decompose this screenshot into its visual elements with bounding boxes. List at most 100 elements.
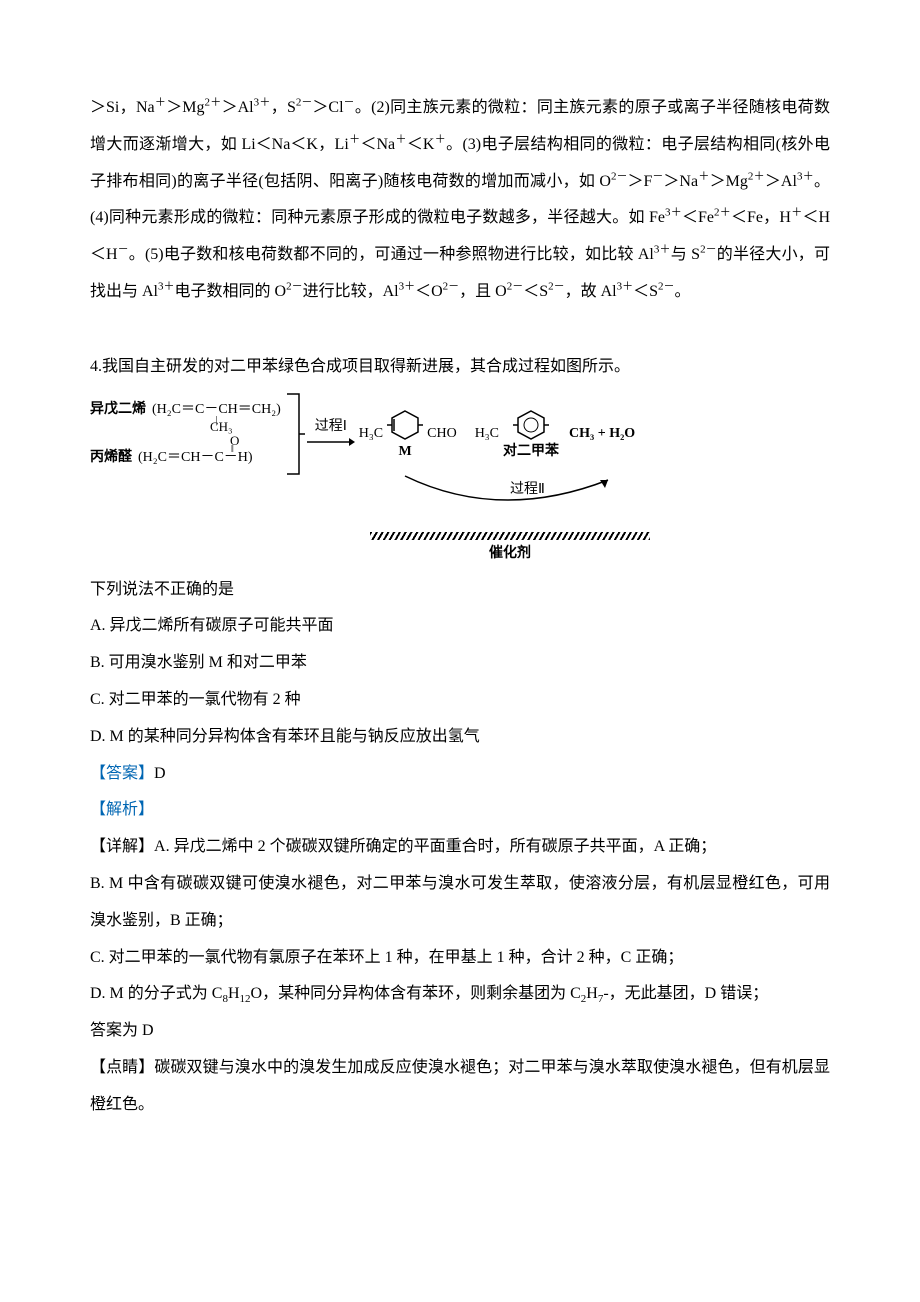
intermediate-m: H₃C M CHO <box>359 408 457 459</box>
option-c: C. 对二甲苯的一氯代物有 2 种 <box>90 682 830 719</box>
reactant-acrolein: 丙烯醛 O ‖ (H₂C＝CH－C－H) <box>90 450 281 465</box>
t25: 3＋ <box>797 170 814 182</box>
t54: 。 <box>675 283 691 300</box>
answer-value: D <box>154 765 166 782</box>
t47: 2－ <box>507 281 524 293</box>
catalyst-block: 催化剂 <box>350 532 670 562</box>
t21: ＋ <box>698 170 710 182</box>
t43: 3＋ <box>399 281 416 293</box>
process-1: 过程Ⅰ <box>307 419 355 448</box>
dd4: O，某种同分异构体含有苯环，则剩余基团为 C <box>251 985 581 1002</box>
detail-final: 答案为 D <box>90 1013 830 1050</box>
detail-b: B. M 中含有碳碳双键可使溴水褪色，对二甲苯与溴水可发生萃取，使溶液分层，有机… <box>90 866 830 940</box>
t14: ＜K <box>407 136 435 153</box>
benzene-ring-icon <box>513 408 549 442</box>
t49: 2－ <box>548 281 565 293</box>
reactants-column: 异戊二烯 (H₂C＝C－CH＝CH₂) | CH₃ 丙烯醛 O ‖ (H₂C＝C… <box>90 402 281 465</box>
analysis-label: 【解析】 <box>90 792 830 829</box>
m-left-group: H₃C <box>359 426 383 441</box>
t53: 2－ <box>658 281 675 293</box>
acrolein-name: 丙烯醛 <box>90 450 132 465</box>
t52: ＜S <box>633 283 658 300</box>
t41: 2－ <box>286 281 303 293</box>
t36: 与 S <box>671 246 700 263</box>
t5: 3＋ <box>254 97 271 109</box>
m-label: M <box>399 444 412 459</box>
t0: ＞Si，Na <box>90 99 155 116</box>
hint-text: 碳碳双键与溴水中的溴发生加成反应使溴水褪色；对二甲苯与溴水萃取使溴水褪色，但有机… <box>90 1059 830 1113</box>
t46: ，且 O <box>459 283 507 300</box>
catalyst-label: 催化剂 <box>350 542 670 562</box>
t42: 进行比较，Al <box>303 283 399 300</box>
synthesis-diagram: 异戊二烯 (H₂C＝C－CH＝CH₂) | CH₃ 丙烯醛 O ‖ (H₂C＝C… <box>90 392 830 562</box>
process-2-label: 过程Ⅱ <box>510 478 545 498</box>
t39: 3＋ <box>158 281 175 293</box>
t7: 2－ <box>296 97 313 109</box>
t34: 。(5)电子数和核电荷数都不同的，可通过一种参照物进行比较，如比较 Al <box>129 246 654 263</box>
arrow-icon <box>307 436 355 448</box>
process-2-arc: 过程Ⅱ <box>350 474 670 530</box>
detail-a: 【详解】A. 异戊二烯中 2 个碳碳双键所确定的平面重合时，所有碳原子共平面，A… <box>90 829 830 866</box>
detail-label: 【详解】 <box>90 838 154 855</box>
bracket-icon <box>285 392 305 476</box>
t13: ＋ <box>395 133 407 145</box>
t6: ，S <box>271 99 296 116</box>
t20: ＞Na <box>663 173 698 190</box>
dd3: 12 <box>240 994 251 1006</box>
section-gap <box>90 311 830 349</box>
dd6: H <box>586 985 598 1002</box>
t31: ＋ <box>791 207 802 219</box>
question-text: 我国自主研发的对二甲苯绿色合成项目取得新进展，其合成过程如图所示。 <box>102 358 630 375</box>
t17: 2－ <box>611 170 628 182</box>
t12: ＜Na <box>360 136 395 153</box>
option-a: A. 异戊二烯所有碳原子可能共平面 <box>90 608 830 645</box>
dd8: -，无此基团，D 错误； <box>603 985 768 1002</box>
t28: ＜Fe <box>682 209 714 226</box>
t18: ＞F <box>627 173 652 190</box>
t45: 2－ <box>443 281 460 293</box>
t3: 2＋ <box>204 97 221 109</box>
t9: － <box>344 97 355 109</box>
t48: ＜S <box>523 283 548 300</box>
question-number: 4. <box>90 358 102 375</box>
t30: ＜Fe，H <box>731 209 791 226</box>
option-b: B. 可用溴水鉴别 M 和对二甲苯 <box>90 645 830 682</box>
question-prompt: 下列说法不正确的是 <box>90 572 830 609</box>
hint-label: 【点睛】 <box>90 1059 154 1076</box>
reactant-isoprene: 异戊二烯 (H₂C＝C－CH＝CH₂) | CH₃ <box>90 402 281 423</box>
t27: 3＋ <box>665 207 682 219</box>
t24: ＞Al <box>765 173 797 190</box>
t51: 3＋ <box>617 281 634 293</box>
answer-label: 【答案】 <box>90 765 154 782</box>
t40: 电子数相同的 O <box>175 283 287 300</box>
t4: ＞Al <box>222 99 254 116</box>
explanation-paragraph: ＞Si，Na＋＞Mg2＋＞Al3＋，S2－＞Cl－。(2)同主族元素的微粒：同主… <box>90 90 830 311</box>
t29: 2＋ <box>714 207 731 219</box>
isoprene-name: 异戊二烯 <box>90 402 146 417</box>
process-1-label: 过程Ⅰ <box>315 419 347 434</box>
detail-c: C. 对二甲苯的一氯代物有氯原子在苯环上 1 种，在甲基上 1 种，合计 2 种… <box>90 940 830 977</box>
t23: 2＋ <box>748 170 765 182</box>
option-d: D. M 的某种同分异构体含有苯环且能与钠反应放出氢气 <box>90 719 830 756</box>
prod-label: 对二甲苯 <box>503 444 559 459</box>
answer-line: 【答案】D <box>90 756 830 793</box>
t44: ＜O <box>415 283 443 300</box>
acrolein-formula: (H₂C＝CH－C－H) <box>138 450 253 465</box>
t35: 3＋ <box>654 244 671 256</box>
detail-a-text: A. 异戊二烯中 2 个碳碳双键所确定的平面重合时，所有碳原子共平面，A 正确； <box>154 838 716 855</box>
t11: ＋ <box>349 133 361 145</box>
question-stem: 4.我国自主研发的对二甲苯绿色合成项目取得新进展，其合成过程如图所示。 <box>90 349 830 386</box>
t50: ，故 Al <box>565 283 617 300</box>
hatch-icon <box>370 532 650 540</box>
cyclohexene-ring-icon <box>387 408 423 442</box>
t2: ＞Mg <box>166 99 204 116</box>
t15: ＋ <box>434 133 446 145</box>
prod-left-group: H₃C <box>475 426 499 441</box>
t37: 2－ <box>700 244 717 256</box>
hint-paragraph: 【点睛】碳碳双键与溴水中的溴发生加成反应使溴水褪色；对二甲苯与溴水萃取使溴水褪色… <box>90 1050 830 1124</box>
t19: － <box>652 170 663 182</box>
t1: ＋ <box>155 97 167 109</box>
dd0: D. M 的分子式为 C <box>90 985 222 1002</box>
prod-right-group: CH₃ + H₂O <box>569 426 635 441</box>
product-pxylene: H₃C 对二甲苯 CH₃ + H₂O <box>475 408 636 459</box>
